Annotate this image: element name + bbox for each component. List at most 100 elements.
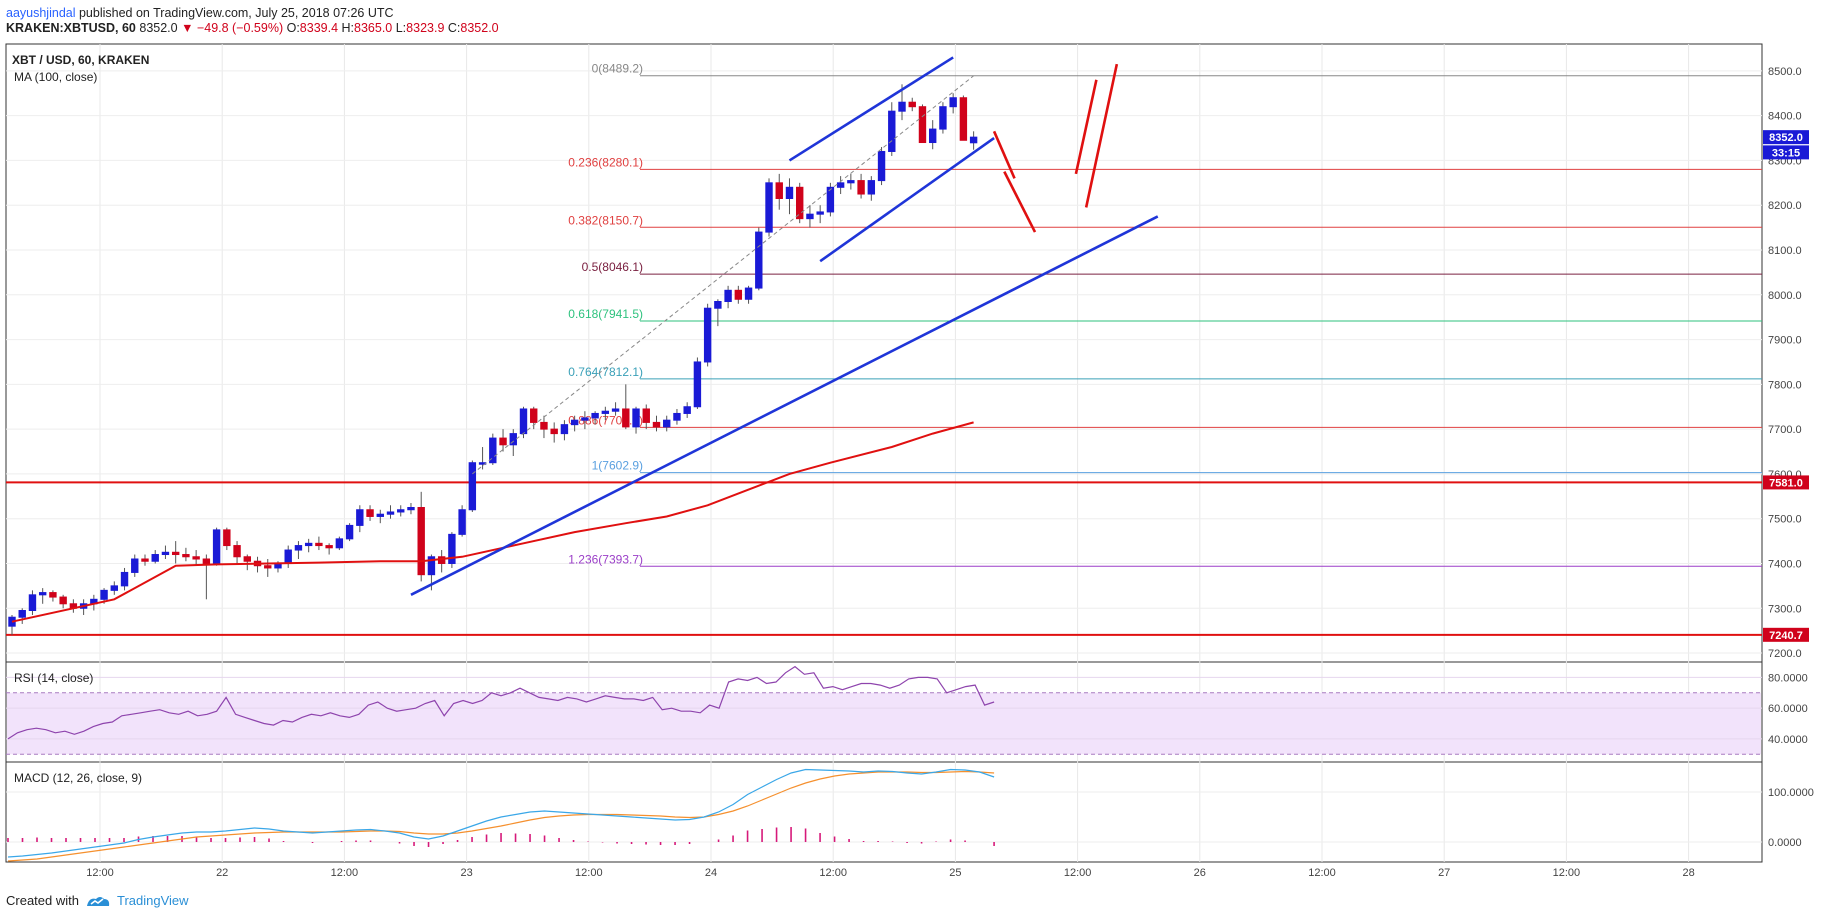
candle-body [765,182,773,233]
trendline [1003,171,1037,233]
y-tick-label: 7400.0 [1768,558,1802,570]
rsi-y-tick-label: 80.0000 [1768,672,1808,684]
y-tick-label: 8400.0 [1768,111,1802,123]
rsi-y-tick-label: 60.0000 [1768,703,1808,715]
price-badge [1763,475,1809,490]
low-value: 8323.9 [406,21,445,35]
price-badge [1763,130,1809,145]
candle-body [611,408,620,412]
candle-body [898,101,906,112]
candle-body [49,592,57,598]
candle-body [703,307,712,363]
x-tick-label: 12:00 [819,867,847,879]
fib-level-label: 0.5(8046.1) [582,260,643,274]
candle-body [468,462,477,511]
y-tick-label: 7200.0 [1768,648,1802,660]
x-tick-label: 25 [949,867,961,879]
trendline [1074,79,1098,175]
macd-line [7,768,995,858]
candle-body [304,542,313,547]
x-tick-label: 23 [460,867,472,879]
ma-100-line [11,421,974,623]
candle-body [806,213,814,220]
publish-header: aayushjindal published on TradingView.co… [6,6,394,20]
publish-info: published on TradingView.com, July 25, 2… [78,6,394,20]
candle-body [836,182,845,188]
rsi-title: RSI (14, close) [14,671,93,685]
chart-title: XBT / USD, 60, KRAKEN [12,53,149,67]
trendline [788,56,954,162]
candle-body [796,186,804,220]
candle-body [826,186,835,213]
candle-body [540,421,548,430]
y-tick-label: 8500.0 [1768,66,1802,78]
candle-body [38,592,47,596]
candle-body [959,97,968,141]
candle-body [264,565,272,569]
candle-body [171,551,180,556]
x-tick-label: 28 [1682,867,1694,879]
trendline [819,136,995,263]
candle-body [294,545,303,551]
open-value: 8339.4 [299,21,339,35]
x-tick-label: 24 [705,867,717,879]
candle-body [407,507,415,511]
x-tick-label: 27 [1438,867,1450,879]
macd-y-tick-label: 100.0000 [1768,787,1814,799]
price-badge-label: 33:15 [1772,147,1800,159]
candle-body [356,509,364,526]
candle-body [28,594,37,612]
candle-body [550,428,558,435]
candle-body [867,180,876,195]
price-badge-label: 7581.0 [1769,477,1803,489]
tradingview-link[interactable]: TradingView [116,893,189,908]
candle-body [693,361,702,408]
candle-body [652,421,661,428]
close-label: C: [447,21,461,35]
author-link[interactable]: aayushjindal [6,6,76,20]
candle-body [182,554,190,558]
created-with-label: Created with [6,893,79,908]
candle-body [663,419,671,428]
x-tick-label: 12:00 [575,867,603,879]
candle-body [622,408,630,428]
ma-indicator-label: MA (100, close) [14,70,97,84]
candle-body [714,301,722,309]
candle-body [969,136,978,144]
x-tick-label: 26 [1194,867,1206,879]
candle-body [918,106,927,144]
rsi-line [7,665,995,740]
candle-body [223,529,231,547]
candle-body [448,533,456,564]
price-badge-label: 8352.0 [1769,132,1803,144]
candle-body [212,529,221,564]
candle-body [489,437,497,464]
y-tick-label: 7700.0 [1768,424,1802,436]
candle-body [847,180,855,184]
x-tick-label: 12:00 [1064,867,1092,879]
ohlc-legend: KRAKEN:XBTUSD, 60 8352.0 ▼ −49.8 (−0.59%… [6,21,499,35]
candle-body [345,524,354,540]
candle-body [233,545,241,558]
candle-body [724,289,732,303]
candle-body [335,538,344,549]
footer: Created with TradingView [6,893,189,908]
candle-body [417,507,425,576]
y-tick-label: 8200.0 [1768,200,1802,212]
price-badge [1763,627,1809,642]
y-tick-label: 7800.0 [1768,379,1802,391]
candle-body [949,97,957,108]
candle-body [458,509,466,535]
macd-title: MACD (12, 26, close, 9) [14,771,142,785]
candle-body [100,589,108,600]
price-badge [1763,145,1809,160]
candle-body [18,610,26,618]
candle-body [857,180,865,195]
macd-y-tick-label: 0.0000 [1768,837,1802,849]
candle-body [581,417,589,421]
candle-body [734,289,743,300]
candle-body [243,556,251,562]
x-tick-label: 12:00 [1553,867,1581,879]
candle-body [560,424,569,435]
